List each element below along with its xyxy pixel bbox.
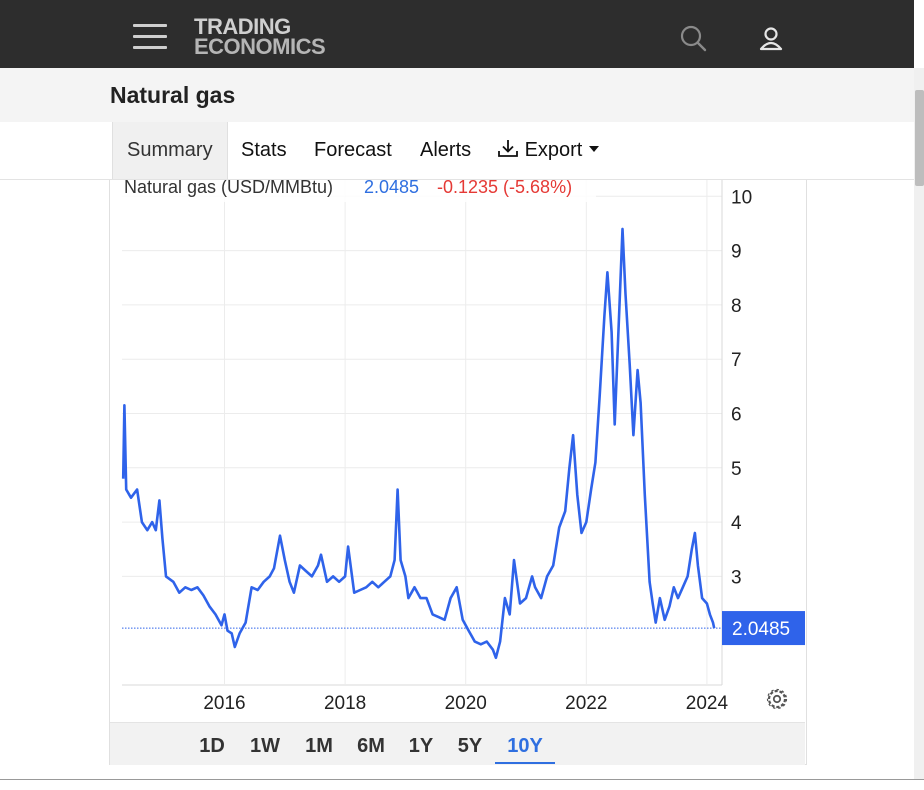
scrollbar[interactable] (914, 68, 924, 779)
last-value-label: 2.0485 (732, 619, 790, 640)
price-chart[interactable]: 3 4 5 6 7 8 9 10 2016 2018 2020 2022 2024 2.0485 Na… (110, 180, 805, 722)
y-tick-label: 10 (731, 187, 752, 208)
x-tick-label: 2022 (565, 693, 607, 714)
x-tick-label: 2024 (686, 693, 729, 714)
range-5y-button[interactable]: 5Y (457, 735, 483, 757)
tab-summary[interactable]: Summary (112, 122, 228, 179)
user-icon[interactable] (756, 24, 786, 54)
y-tick-label: 8 (731, 296, 742, 317)
range-1y-button[interactable]: 1Y (408, 735, 434, 757)
caret-down-icon (588, 146, 599, 152)
x-tick-label: 2018 (324, 693, 366, 714)
scrollbar-thumb[interactable] (915, 90, 924, 186)
range-1d-button[interactable]: 1D (199, 735, 225, 757)
chart-container (109, 180, 807, 765)
export-label: Export (524, 139, 583, 161)
y-tick-label: 3 (731, 567, 742, 588)
range-6m-button[interactable]: 6M (357, 735, 385, 757)
title-bar (0, 68, 914, 123)
y-tick-label: 7 (731, 350, 742, 371)
logo-line1: TRADING (194, 14, 291, 39)
tab-export[interactable]: Export (497, 122, 600, 179)
page-title: Natural gas (110, 82, 236, 108)
series-line (121, 227, 716, 660)
gear-icon[interactable] (766, 688, 788, 710)
download-icon (498, 140, 518, 157)
range-1m-button[interactable]: 1M (305, 735, 333, 757)
legend-value: 2.0485 (364, 180, 419, 197)
y-tick-label: 4 (731, 513, 742, 534)
logo-line2: ECONOMICS (194, 34, 326, 59)
legend-series-name: Natural gas (USD/MMBtu) (124, 180, 333, 197)
tab-forecast[interactable]: Forecast (314, 139, 392, 161)
search-icon[interactable] (679, 24, 709, 54)
range-1w-button[interactable]: 1W (250, 735, 280, 757)
y-tick-label: 9 (731, 242, 742, 263)
range-10y-button[interactable]: 10Y (495, 728, 555, 764)
y-tick-label: 6 (731, 404, 742, 425)
tab-stats[interactable]: Stats (241, 139, 287, 161)
y-tick-label: 5 (731, 459, 742, 480)
hamburger-menu-icon[interactable] (133, 24, 167, 50)
site-logo[interactable]: TRADING ECONOMICS (194, 14, 326, 59)
tab-alerts[interactable]: Alerts (420, 139, 472, 161)
top-navigation-bar (0, 0, 914, 68)
x-tick-label: 2020 (445, 693, 487, 714)
legend-change: -0.1235 (-5.68%) (437, 180, 572, 197)
range-selector (110, 722, 805, 765)
last-value-badge (722, 611, 805, 646)
page-bottom-edge (0, 779, 924, 790)
legend-background (122, 180, 596, 202)
x-tick-label: 2016 (203, 693, 245, 714)
